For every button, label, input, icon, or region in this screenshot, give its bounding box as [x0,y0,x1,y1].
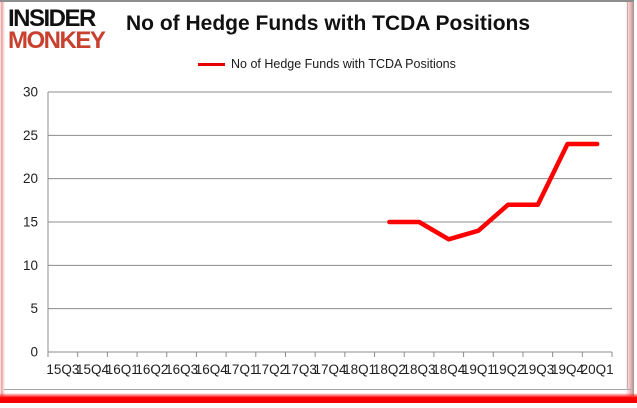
x-tick-label: 16Q3 [165,362,198,377]
card-bottom-border [4,389,631,390]
x-tick-label: 18Q1 [343,362,376,377]
y-tick-label: 0 [30,345,38,360]
y-tick-label: 30 [23,85,38,100]
x-tick-label: 18Q2 [373,362,406,377]
frame-glow-right [625,2,634,396]
frame-red-bottom-bar [0,393,637,403]
x-tick-label: 16Q4 [195,362,229,377]
x-tick-label: 17Q2 [254,362,287,377]
y-tick-label: 25 [23,128,38,143]
x-tick-label: 20Q1 [581,362,614,377]
x-tick-label: 19Q2 [492,362,525,377]
card-right-border [627,2,628,390]
x-tick-label: 17Q3 [284,362,317,377]
x-tick-label: 16Q2 [135,362,168,377]
insider-monkey-logo: INSIDER MONKEY [8,5,106,54]
x-tick-label: 17Q1 [224,362,257,377]
x-tick-label: 18Q4 [432,362,466,377]
y-tick-label: 20 [23,171,38,186]
x-tick-label: 15Q4 [76,362,110,377]
logo-text-insider: INSIDER [8,5,96,32]
x-tick-label: 18Q3 [403,362,436,377]
legend: No of Hedge Funds with TCDA Positions [198,57,456,71]
logo-text-monkey: MONKEY [8,27,106,54]
series-line [387,141,600,242]
x-tick-label: 19Q4 [551,362,585,377]
legend-line-marker [198,62,225,66]
frame-top-line [0,0,634,2]
x-tick-label: 19Q3 [521,362,554,377]
y-tick-label: 10 [23,258,38,273]
x-tick-label: 17Q4 [313,362,347,377]
y-tick-label: 15 [23,215,38,230]
x-tick-label: 16Q1 [106,362,139,377]
legend-label: No of Hedge Funds with TCDA Positions [231,57,456,71]
frame-glow-left [0,2,5,396]
x-tick-label: 15Q3 [46,362,79,377]
y-tick-label: 5 [30,301,38,316]
x-tick-label: 19Q1 [462,362,495,377]
chart-title: No of Hedge Funds with TCDA Positions [126,12,531,35]
